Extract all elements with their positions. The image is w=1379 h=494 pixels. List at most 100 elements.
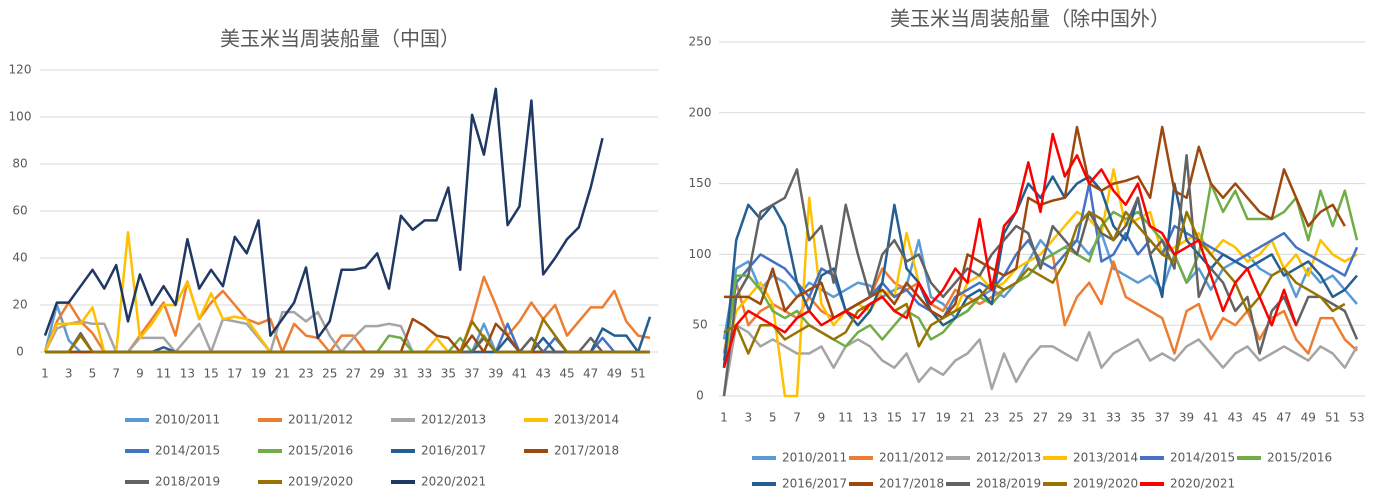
legend-label: 2018/2019 bbox=[976, 477, 1041, 491]
x-tick-label: 25 bbox=[322, 367, 337, 381]
x-tick-label: 31 bbox=[393, 367, 408, 381]
chart-title: 美玉米当周装船量（中国） bbox=[220, 27, 460, 51]
x-tick-label: 47 bbox=[1276, 411, 1291, 425]
y-tick-label: 120 bbox=[9, 63, 32, 77]
legend-label: 2013/2014 bbox=[554, 413, 619, 427]
legend-label: 2016/2017 bbox=[421, 444, 486, 458]
x-tick-label: 17 bbox=[227, 367, 242, 381]
y-tick-label: 50 bbox=[692, 318, 707, 332]
x-tick-label: 15 bbox=[203, 367, 218, 381]
series-line bbox=[722, 175, 1358, 368]
x-tick-label: 5 bbox=[89, 367, 97, 381]
legend-label: 2020/2021 bbox=[421, 475, 486, 489]
x-tick-label: 21 bbox=[960, 411, 975, 425]
legend-label: 2012/2013 bbox=[421, 413, 486, 427]
legend-label: 2019/2020 bbox=[288, 475, 353, 489]
y-tick-label: 40 bbox=[12, 251, 27, 265]
legend-label: 2017/2018 bbox=[554, 444, 619, 458]
legend-label: 2015/2016 bbox=[288, 444, 353, 458]
legend-label: 2017/2018 bbox=[879, 477, 944, 491]
x-tick-label: 45 bbox=[1252, 411, 1267, 425]
x-tick-label: 49 bbox=[607, 367, 622, 381]
x-tick-label: 29 bbox=[370, 367, 385, 381]
chart-title: 美玉米当周装船量（除中国外） bbox=[890, 7, 1170, 31]
series-line bbox=[722, 132, 1298, 369]
x-tick-label: 25 bbox=[1009, 411, 1024, 425]
x-tick-label: 23 bbox=[984, 411, 999, 425]
series-line bbox=[724, 125, 1346, 320]
y-tick-label: 80 bbox=[12, 157, 27, 171]
y-tick-label: 150 bbox=[689, 176, 712, 190]
x-tick-label: 3 bbox=[745, 411, 753, 425]
y-tick-label: 0 bbox=[16, 345, 24, 359]
y-tick-label: 100 bbox=[9, 110, 32, 124]
x-tick-label: 27 bbox=[1033, 411, 1048, 425]
series-line bbox=[722, 323, 1359, 397]
y-tick-label: 200 bbox=[689, 105, 712, 119]
x-tick-label: 17 bbox=[911, 411, 926, 425]
x-tick-label: 3 bbox=[65, 367, 73, 381]
legend-label: 2011/2012 bbox=[288, 413, 353, 427]
x-tick-label: 31 bbox=[1082, 411, 1097, 425]
legend-label: 2013/2014 bbox=[1073, 451, 1138, 465]
x-tick-label: 29 bbox=[1057, 411, 1072, 425]
y-tick-label: 250 bbox=[689, 35, 712, 49]
series-line bbox=[723, 210, 1346, 355]
x-tick-label: 33 bbox=[1106, 411, 1121, 425]
x-tick-label: 43 bbox=[536, 367, 551, 381]
legend-label: 2016/2017 bbox=[782, 477, 847, 491]
x-tick-label: 1 bbox=[720, 411, 728, 425]
legend-label: 2012/2013 bbox=[976, 451, 1041, 465]
x-tick-label: 35 bbox=[441, 367, 456, 381]
x-tick-label: 21 bbox=[275, 367, 290, 381]
legend-label: 2010/2011 bbox=[782, 451, 847, 465]
x-tick-label: 33 bbox=[417, 367, 432, 381]
y-tick-label: 100 bbox=[689, 247, 712, 261]
x-tick-label: 53 bbox=[1349, 411, 1364, 425]
x-tick-label: 9 bbox=[136, 367, 144, 381]
x-tick-label: 27 bbox=[346, 367, 361, 381]
legend-label: 2010/2011 bbox=[155, 413, 220, 427]
x-tick-label: 5 bbox=[769, 411, 777, 425]
x-tick-label: 23 bbox=[298, 367, 313, 381]
legend-label: 2014/2015 bbox=[155, 444, 220, 458]
x-tick-label: 11 bbox=[838, 411, 853, 425]
series-line bbox=[43, 275, 651, 354]
y-tick-label: 60 bbox=[12, 204, 27, 218]
x-tick-label: 15 bbox=[887, 411, 902, 425]
series-line bbox=[45, 322, 650, 354]
x-tick-label: 45 bbox=[559, 367, 574, 381]
y-tick-label: 0 bbox=[696, 389, 704, 403]
x-tick-label: 51 bbox=[1325, 411, 1340, 425]
x-tick-label: 1 bbox=[41, 367, 49, 381]
x-tick-label: 47 bbox=[583, 367, 598, 381]
x-tick-label: 19 bbox=[251, 367, 266, 381]
x-tick-label: 51 bbox=[630, 367, 645, 381]
x-tick-label: 19 bbox=[935, 411, 950, 425]
x-tick-label: 7 bbox=[793, 411, 801, 425]
x-tick-label: 37 bbox=[464, 367, 479, 381]
legend-label: 2014/2015 bbox=[1170, 451, 1235, 465]
legend-label: 2019/2020 bbox=[1073, 477, 1138, 491]
x-tick-label: 35 bbox=[1130, 411, 1145, 425]
x-tick-label: 9 bbox=[818, 411, 826, 425]
x-tick-label: 41 bbox=[512, 367, 527, 381]
legend-label: 2018/2019 bbox=[155, 475, 220, 489]
series-line bbox=[722, 168, 1358, 398]
x-tick-label: 43 bbox=[1228, 411, 1243, 425]
y-tick-label: 20 bbox=[12, 298, 27, 312]
x-tick-label: 39 bbox=[488, 367, 503, 381]
x-tick-label: 39 bbox=[1179, 411, 1194, 425]
series-line bbox=[722, 154, 1359, 397]
x-tick-label: 49 bbox=[1301, 411, 1316, 425]
x-tick-label: 7 bbox=[112, 367, 120, 381]
x-tick-label: 13 bbox=[862, 411, 877, 425]
x-tick-label: 13 bbox=[180, 367, 195, 381]
legend-label: 2015/2016 bbox=[1267, 451, 1332, 465]
series-line bbox=[43, 87, 604, 340]
x-tick-label: 11 bbox=[156, 367, 171, 381]
x-tick-label: 37 bbox=[1155, 411, 1170, 425]
x-tick-label: 41 bbox=[1203, 411, 1218, 425]
legend-label: 2020/2021 bbox=[1170, 477, 1235, 491]
